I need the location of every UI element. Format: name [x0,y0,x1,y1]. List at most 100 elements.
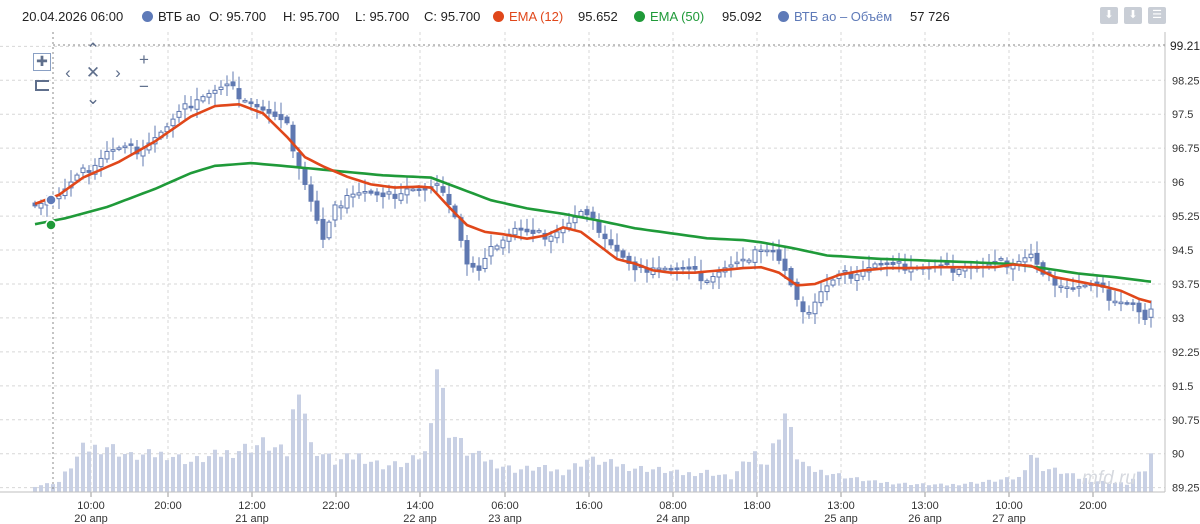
candle-body [290,124,296,152]
volume-bar [501,466,505,492]
candle-body [554,231,560,239]
volume-bar [567,469,571,492]
volume-bar [345,453,349,492]
menu-icon[interactable]: ☰ [1148,7,1166,24]
zoom-out-icon[interactable]: − [139,77,149,96]
volume-bar [447,437,451,492]
volume-bar [249,452,253,492]
volume-bar [951,483,955,492]
volume-bar [483,461,487,492]
volume-bar [807,466,811,492]
volume-bar [861,481,865,492]
candle-body [392,193,398,199]
volume-bar [471,452,475,492]
volume-bar [819,469,823,492]
volume-bar [237,451,241,492]
crosshair-candle-marker [45,194,57,206]
candle-body [794,281,800,300]
candle-body [488,246,494,257]
instrument-legend[interactable]: ВТБ ао [142,9,200,24]
ema50-label: EMA (50) [650,9,705,24]
volume-bar [867,480,871,492]
volume-bar [945,485,949,492]
download-icon[interactable]: ⬇ [1100,7,1118,24]
volume-bar [105,447,109,492]
volume-bar [339,459,343,492]
watermark: mfd.ru [1082,468,1136,489]
candle-body [764,249,770,253]
candle-body [686,266,692,270]
candle-body [614,244,620,252]
candle-body [380,192,386,198]
pan-left-icon[interactable]: ‹ [65,63,71,82]
y-tick-label: 96.75 [1172,143,1200,155]
volume-bar [891,484,895,492]
pan-right-icon[interactable]: › [115,63,121,82]
candle-body [182,103,188,110]
volume-bar [633,468,637,492]
volume-legend[interactable]: ВТБ ао – Объём [778,9,892,24]
volume-bar [525,465,529,492]
volume-bar [177,454,181,492]
candle-body [782,258,788,271]
candle-body [476,265,482,271]
volume-bar [363,463,367,492]
candle-body [170,118,176,127]
reset-icon[interactable]: ✕ [85,63,101,82]
series-dot-icon [778,11,789,22]
volume-bar [855,477,859,492]
volume-bar [417,459,421,492]
volume-bar [837,473,841,492]
candle-body [1118,301,1124,305]
ema50-legend[interactable]: EMA (50) [634,9,704,24]
volume-bar [1065,473,1069,492]
volume-bar [387,465,391,492]
volume-bar [279,444,283,492]
volume-bar [1023,470,1027,492]
series-dot-icon [493,11,504,22]
volume-bar [597,464,601,492]
crosshair-icon[interactable]: ✚ [33,53,51,71]
candle-body [494,245,500,250]
volume-bar [351,459,355,492]
candle-body [278,114,284,121]
volume-bar [987,479,991,492]
pan-down-icon[interactable]: ⌄ [85,89,101,108]
candle-body [308,184,314,202]
candle-body [122,145,128,149]
candle-body [746,259,752,263]
volume-bar [645,471,649,492]
volume-bar [243,443,247,492]
volume-bar [981,481,985,492]
candlestick-series [32,71,1154,328]
zoom-box-icon[interactable] [35,80,49,91]
volume-bar [1119,482,1123,492]
ema12-legend[interactable]: EMA (12) [493,9,563,24]
candle-body [704,280,710,283]
instrument-name: ВТБ ао [158,9,201,24]
pan-up-icon[interactable]: ⌃ [85,40,101,59]
zoom-in-icon[interactable]: + [139,50,149,69]
candle-body [824,285,830,293]
volume-bar [1107,483,1111,492]
candle-body [1112,300,1118,304]
volume-bar [39,485,43,492]
volume-bar [813,471,817,492]
crosshair-ema50-marker [45,219,57,231]
candle-body [530,229,536,234]
candle-body [1034,252,1040,265]
volume-bar [969,482,973,492]
candle-body [854,274,860,281]
download-icon[interactable]: ⬇ [1124,7,1142,24]
x-tick-date: 27 апр [992,513,1025,524]
price-chart[interactable]: 89.25 90 90.75 91.5 92.25 93 93.75 94.5 95.25 96 9… [0,32,1200,524]
candle-body [806,312,812,315]
candle-body [716,271,722,278]
volume-bar [273,447,277,492]
volume-bar [849,477,853,492]
volume-bar [297,394,301,492]
x-tick-time: 16:00 [575,500,603,512]
volume-bar [147,449,151,492]
volume-bar [1047,469,1051,492]
volume-bar [1035,457,1039,492]
